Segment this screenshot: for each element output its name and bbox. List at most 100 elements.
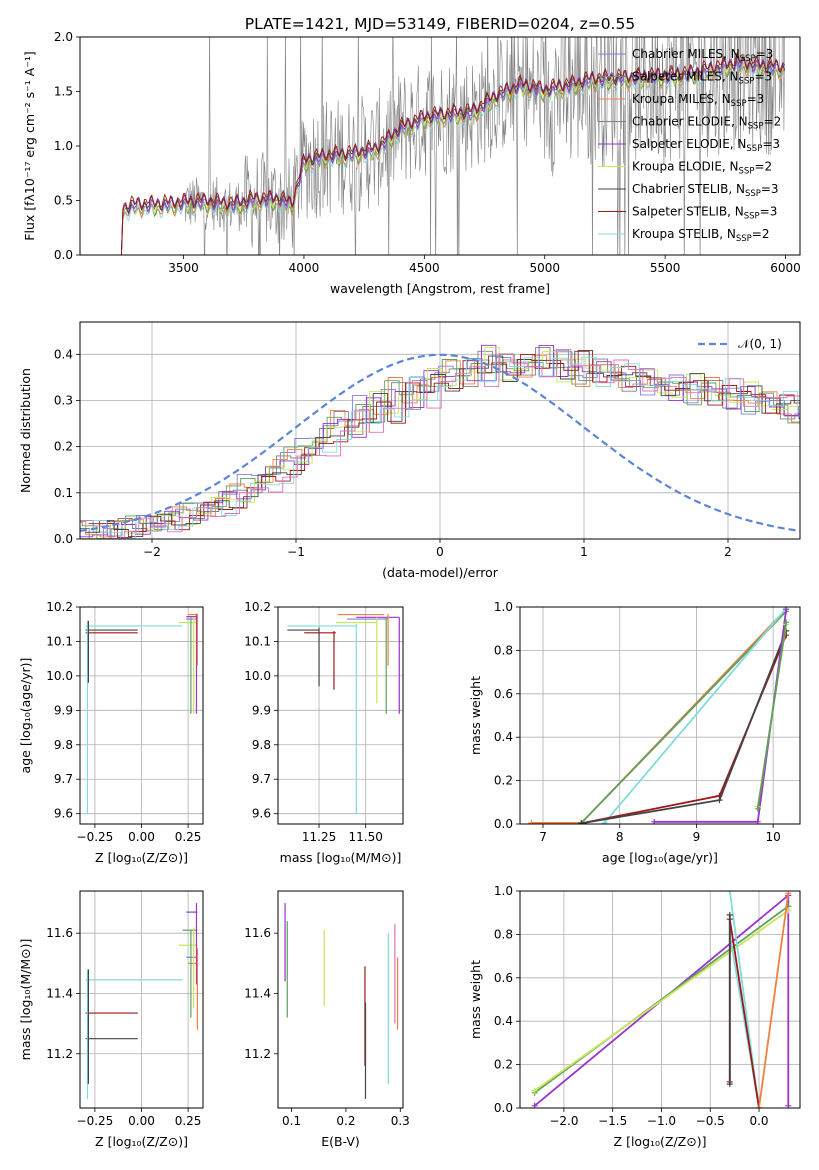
x-tick-label: 0.25: [175, 830, 202, 844]
x-tick-label: −2: [143, 545, 161, 559]
histogram-step-salpeter_elodie: [78, 345, 819, 537]
y-tick-label: 0.0: [494, 817, 513, 831]
x-axis-label: Z [log₁₀(Z/Z⊙)]: [95, 850, 188, 865]
weight-line-kroupa_miles: [532, 609, 787, 823]
panel-mass_vs_z: −0.25 0.00 0.25 11.2 11.4 11.6 Z [log₁₀(Z/Z⊙)]…: [18, 891, 203, 1149]
weight-line-kroupa_stelib: [604, 609, 785, 823]
x-tick-label: −0.25: [77, 830, 114, 844]
x-tick-label: 3500: [168, 261, 199, 275]
y-tick-label: 0.4: [54, 347, 73, 361]
y-tick-label: 0.4: [494, 730, 513, 744]
panel-age_vs_z: −0.25 0.00 0.25 9.6 9.7 9.8 9.9 10.0 10.1 10.2 Z […: [18, 600, 203, 865]
y-tick-label: 9.6: [252, 807, 271, 821]
x-tick-label: 9: [693, 830, 701, 844]
y-tick-label: 11.4: [244, 986, 271, 1000]
y-tick-label: 9.6: [54, 807, 73, 821]
x-tick-label: 4000: [289, 261, 320, 275]
plot-area: [80, 891, 203, 1108]
y-tick-label: 0.5: [54, 194, 73, 208]
y-tick-label: 9.7: [54, 772, 73, 786]
legend-label: Salpeter STELIB, NSSP=3: [632, 205, 777, 222]
x-tick-label: 0.0: [749, 1114, 768, 1128]
y-tick-label: 11.2: [46, 1047, 73, 1061]
histogram-step-chabrier_stelib: [85, 351, 819, 536]
legend-label: Kroupa ELODIE, NSSP=2: [632, 160, 772, 177]
y-tick-label: 0.0: [54, 532, 73, 546]
histogram-step-salpeter_stelib: [89, 350, 819, 537]
y-axis-label: mass [log₁₀(M/M⊙)]: [18, 939, 33, 1061]
panel-weight_vs_z: −2.0 −1.5 −1.0 −0.5 0.0 0.0 0.2 0.4 0.6 0.8 1.0 Z […: [468, 884, 800, 1149]
weight-point-chabrier_stelib: [716, 797, 722, 803]
x-tick-label: 0.1: [282, 1114, 301, 1128]
y-tick-label: 1.0: [54, 139, 73, 153]
x-tick-label: −2.0: [549, 1114, 578, 1128]
y-tick-label: 10.2: [46, 600, 73, 614]
x-tick-label: −0.5: [696, 1114, 725, 1128]
y-tick-label: 0.3: [54, 393, 73, 407]
x-tick-label: −1.0: [647, 1114, 676, 1128]
legend-label: 𝒩(0, 1): [738, 337, 782, 351]
y-axis-label: Flux [fλ10⁻¹⁷ erg cm⁻² s⁻¹ A⁻¹]: [22, 51, 37, 240]
plot-area: [520, 888, 800, 1111]
x-axis-label: (data-model)/error: [382, 565, 499, 580]
x-axis-label: Z [log₁₀(Z/Z⊙)]: [95, 1134, 188, 1149]
x-tick-label: −0.25: [77, 1114, 114, 1128]
weight-line-salpeter_stelib: [730, 919, 759, 1108]
y-tick-label: 0.1: [54, 486, 73, 500]
weight-point-kroupa_miles: [529, 820, 535, 826]
y-tick-label: 0.8: [494, 927, 513, 941]
legend-label: Salpeter ELODIE, NSSP=3: [632, 137, 780, 154]
x-tick-label: 11.50: [349, 830, 383, 844]
x-tick-label: 1: [580, 545, 588, 559]
x-axis-label: Z [log₁₀(Z/Z⊙)]: [614, 1134, 707, 1149]
x-tick-label: 4500: [409, 261, 440, 275]
x-tick-label: 6000: [770, 261, 801, 275]
y-tick-label: 11.6: [46, 926, 73, 940]
y-tick-label: 0.4: [494, 1014, 513, 1028]
y-tick-label: 2.0: [54, 30, 73, 44]
y-tick-label: 9.8: [252, 738, 271, 752]
legend-label: Kroupa STELIB, NSSP=2: [632, 227, 770, 244]
panel-mass_vs_ebv: 0.1 0.2 0.311.211.411.6E(B-V): [244, 891, 410, 1149]
axes-frame: [278, 891, 403, 1108]
x-axis-label: E(B-V): [321, 1134, 360, 1149]
y-tick-label: 0.6: [494, 971, 513, 985]
x-axis-label: age [log₁₀(age/yr)]: [602, 850, 718, 865]
histogram-step-salpeter_miles: [68, 352, 819, 539]
weight-line-chabrier_stelib: [581, 631, 786, 823]
legend-label: Chabrier ELODIE, NSSP=2: [632, 115, 781, 132]
x-tick-label: 11.25: [302, 830, 336, 844]
x-tick-label: 7: [539, 830, 547, 844]
y-tick-label: 1.5: [54, 85, 73, 99]
y-tick-label: 0.0: [54, 248, 73, 262]
x-tick-label: 5000: [529, 261, 560, 275]
panel-spectrum: 3500 4000 4500 5000 5500 6000 0.0 0.5 1.0 1.5 2.0 w…: [22, 0, 801, 296]
y-tick-label: 1.0: [494, 600, 513, 614]
x-tick-label: 2: [724, 545, 732, 559]
plot-area: [520, 606, 800, 826]
x-tick-label: 0.3: [391, 1114, 410, 1128]
y-tick-label: 9.8: [54, 738, 73, 752]
y-axis-label: age [log₁₀(age/yr)]: [18, 658, 33, 774]
y-axis-label: mass weight: [468, 960, 483, 1039]
y-tick-label: 0.0: [494, 1101, 513, 1115]
panel-weight_vs_age: 7 8 9 10 0.0 0.2 0.4 0.6 0.8 1.0 age [log₁₀(age/yr…: [468, 600, 800, 865]
axes-frame: [278, 607, 403, 824]
y-tick-label: 9.9: [54, 703, 73, 717]
x-tick-label: 0: [436, 545, 444, 559]
y-axis-label: Normed distribution: [18, 368, 33, 493]
y-tick-label: 0.2: [54, 440, 73, 454]
x-tick-label: −1.5: [598, 1114, 627, 1128]
y-tick-label: 9.7: [252, 772, 271, 786]
x-tick-label: 8: [616, 830, 624, 844]
y-tick-label: 1.0: [494, 884, 513, 898]
y-tick-label: 10.1: [46, 634, 73, 648]
plot-area: [278, 607, 403, 824]
weight-line-salpeter_elodie: [654, 609, 786, 822]
y-axis-label: mass weight: [468, 676, 483, 755]
x-tick-label: −1: [287, 545, 305, 559]
y-tick-label: 9.9: [252, 703, 271, 717]
figure-canvas: PLATE=1421, MJD=53149, FIBERID=0204, z=0…: [0, 0, 819, 1170]
y-tick-label: 10.2: [244, 600, 271, 614]
legend-label: Chabrier STELIB, NSSP=3: [632, 182, 779, 199]
